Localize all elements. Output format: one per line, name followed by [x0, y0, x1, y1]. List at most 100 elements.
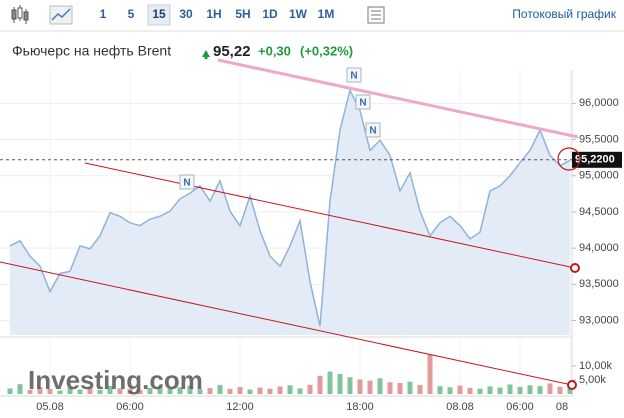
x-tick-label: 12:00	[226, 401, 254, 413]
volume-bar	[207, 388, 213, 394]
price-line	[9, 88, 571, 327]
area-icon[interactable]	[49, 5, 73, 25]
volume-bar	[167, 388, 173, 394]
toolbar-bg	[0, 0, 624, 31]
volume-bar	[487, 386, 493, 394]
volume-bar	[257, 387, 263, 394]
volume-bar	[297, 388, 303, 394]
trend-line[interactable]	[217, 58, 579, 139]
instrument-name: Фьючерс на нефть Brent	[12, 43, 171, 59]
change: +0,30	[258, 43, 291, 58]
volume-bar	[277, 386, 283, 394]
up-arrow-stem	[204, 55, 208, 59]
volume-tick-label: 5,00k	[579, 374, 606, 386]
y-tick-label: 95,0000	[579, 170, 619, 182]
selected-interval-bg	[147, 4, 171, 26]
volume-bar	[497, 387, 503, 394]
news-marker[interactable]	[346, 67, 362, 83]
volume-bar	[117, 388, 123, 394]
volume-bar	[397, 383, 403, 394]
change-pct: (+0,32%)	[300, 43, 353, 58]
volume-bar	[47, 388, 53, 394]
y-tick-label: 96,0000	[579, 97, 619, 109]
volume-bar	[327, 371, 333, 394]
x-tick-label: 18:00	[346, 401, 374, 413]
volume-bar	[17, 384, 23, 394]
x-tick-label: 08	[556, 401, 568, 413]
interval-button[interactable]: 1D	[262, 7, 278, 21]
x-tick-label: 08.08	[446, 401, 474, 413]
trend-line[interactable]	[84, 162, 576, 269]
volume-bar	[57, 390, 63, 394]
volume-bar	[537, 386, 543, 394]
interval-button[interactable]: 1M	[318, 7, 335, 21]
volume-bar	[507, 384, 513, 394]
volume-bar	[517, 387, 523, 394]
news-marker[interactable]	[355, 94, 371, 110]
interval-button[interactable]: 15	[152, 7, 166, 21]
interval-button[interactable]: 5H	[235, 7, 250, 21]
volume-bar	[7, 388, 13, 394]
volume-bar	[347, 377, 353, 394]
last-price-box	[572, 151, 622, 168]
volume-bar	[187, 385, 193, 394]
volume-bar	[337, 373, 343, 394]
news-marker[interactable]	[365, 122, 381, 138]
y-tick-label: 94,5000	[579, 206, 619, 218]
volume-bar	[467, 387, 473, 394]
volume-bar	[477, 388, 483, 394]
volume-bar	[67, 387, 73, 394]
interval-button[interactable]: 30	[179, 7, 193, 21]
volume-bar	[437, 386, 443, 394]
volume-bar	[527, 385, 533, 394]
volume-bar	[107, 386, 113, 394]
volume-bar	[157, 386, 163, 394]
interval-button[interactable]: 1	[100, 7, 107, 21]
news-marker-label[interactable]: N	[183, 178, 190, 189]
volume-bar	[227, 388, 233, 394]
y-tick-label: 93,5000	[579, 278, 619, 290]
volume-bar	[567, 387, 573, 394]
volume-bar	[367, 380, 373, 394]
candle-icon[interactable]	[11, 5, 29, 24]
volume-bar	[417, 385, 423, 394]
x-tick-label: 05.08	[36, 401, 64, 413]
news-marker-label[interactable]: N	[369, 126, 376, 137]
volume-bar	[557, 386, 563, 394]
settings-icon[interactable]	[367, 6, 385, 24]
volume-bar	[267, 388, 273, 394]
volume-bar	[197, 389, 203, 394]
interval-button[interactable]: 1W	[289, 7, 308, 21]
volume-bar	[177, 387, 183, 394]
highlight-circle	[557, 147, 581, 171]
volume-bar	[97, 390, 103, 394]
trend-handle[interactable]	[570, 263, 580, 273]
y-tick-label: 95,5000	[579, 133, 619, 145]
volume-bar	[377, 378, 383, 394]
volume-bar	[247, 389, 253, 394]
volume-bar	[137, 389, 143, 394]
volume-bar	[77, 389, 83, 394]
trend-line[interactable]	[0, 261, 573, 386]
y-tick-label: 93,0000	[579, 314, 619, 326]
volume-bar	[287, 385, 293, 394]
interval-button[interactable]: 5	[128, 7, 135, 21]
volume-bar	[427, 354, 433, 394]
interval-button[interactable]: 1H	[206, 7, 221, 21]
volume-bar	[447, 387, 453, 394]
volume-bar	[407, 381, 413, 394]
trend-handle[interactable]	[567, 380, 577, 390]
news-marker[interactable]	[179, 174, 195, 190]
volume-bar	[457, 385, 463, 394]
watermark: Investing.com	[28, 365, 203, 395]
price-area	[10, 90, 570, 336]
x-tick-label: 06:00	[116, 401, 144, 413]
price: 95,22	[213, 43, 251, 60]
volume-tick-label: 10,00k	[579, 360, 613, 372]
last-price-label: 95,2200	[575, 154, 615, 166]
news-marker-label[interactable]: N	[350, 71, 357, 82]
streaming-button[interactable]: Потоковый график	[512, 7, 616, 21]
news-marker-label[interactable]: N	[359, 98, 366, 109]
volume-bar	[27, 389, 33, 394]
